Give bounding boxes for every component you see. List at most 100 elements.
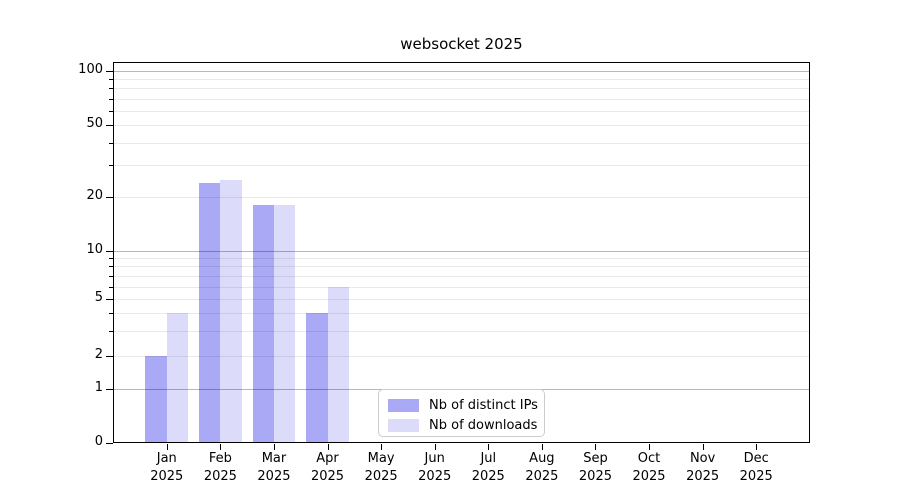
chart-title: websocket 2025 bbox=[400, 35, 523, 53]
x-tick-label-feb: Feb 2025 bbox=[190, 450, 250, 485]
x-tick-month: Aug bbox=[529, 451, 555, 466]
plot-area bbox=[113, 62, 810, 443]
legend-label-distinct-ips: Nb of distinct IPs bbox=[429, 398, 538, 413]
gridline-100 bbox=[114, 70, 809, 72]
x-tick-mark bbox=[595, 444, 597, 450]
x-tick-mark bbox=[541, 444, 543, 450]
x-tick-label-jul: Jul 2025 bbox=[458, 450, 518, 485]
gridline-70 bbox=[114, 98, 809, 100]
gridline-5 bbox=[114, 299, 809, 301]
y-tick-mark bbox=[106, 70, 113, 72]
x-tick-mark bbox=[381, 444, 383, 450]
bar-jan-downloads bbox=[166, 313, 189, 443]
x-tick-label-aug: Aug 2025 bbox=[512, 450, 572, 485]
y-minor-tick-mark bbox=[109, 330, 113, 332]
x-tick-year: 2025 bbox=[418, 468, 452, 484]
x-tick-mark bbox=[649, 444, 651, 450]
x-tick-label-apr: Apr 2025 bbox=[298, 450, 358, 485]
gridline-4 bbox=[114, 313, 809, 315]
x-tick-month: Apr bbox=[316, 451, 339, 466]
gridline-2 bbox=[114, 355, 809, 357]
y-minor-tick-mark bbox=[109, 275, 113, 277]
y-tick-mark bbox=[106, 299, 113, 301]
y-minor-tick-mark bbox=[109, 98, 113, 100]
y-tick-label-1: 1 bbox=[94, 380, 103, 395]
x-tick-month: Dec bbox=[743, 451, 769, 466]
legend: Nb of distinct IPs Nb of downloads bbox=[378, 389, 545, 437]
y-tick-mark bbox=[106, 250, 113, 252]
legend-row-distinct-ips: Nb of distinct IPs bbox=[388, 396, 538, 415]
x-tick-month: Feb bbox=[208, 451, 232, 466]
x-tick-month: Jun bbox=[424, 451, 445, 466]
x-tick-year: 2025 bbox=[203, 468, 237, 484]
gridline-50 bbox=[114, 125, 809, 127]
y-tick-label-5: 5 bbox=[94, 290, 103, 306]
y-minor-tick-mark bbox=[109, 79, 113, 81]
y-tick-label-0: 0 bbox=[94, 434, 103, 449]
x-tick-mark bbox=[273, 444, 275, 450]
x-tick-year: 2025 bbox=[578, 468, 612, 484]
x-tick-year: 2025 bbox=[257, 468, 291, 484]
x-tick-year: 2025 bbox=[686, 468, 720, 484]
bar-apr-downloads bbox=[327, 286, 349, 443]
x-tick-mark bbox=[434, 444, 436, 450]
x-tick-label-nov: Nov 2025 bbox=[673, 450, 733, 485]
legend-swatch-distinct-ips bbox=[388, 399, 419, 412]
legend-row-downloads: Nb of downloads bbox=[388, 416, 538, 435]
y-tick-mark bbox=[106, 196, 113, 198]
bar-feb-downloads bbox=[220, 179, 242, 443]
y-tick-label-20: 20 bbox=[86, 187, 103, 203]
x-tick-label-jun: Jun 2025 bbox=[405, 450, 465, 485]
x-tick-month: Jul bbox=[480, 451, 497, 466]
bar-apr-distinct-ips bbox=[306, 313, 328, 443]
x-tick-label-oct: Oct 2025 bbox=[619, 450, 679, 485]
y-minor-tick-mark bbox=[109, 286, 113, 288]
y-minor-tick-mark bbox=[109, 258, 113, 260]
x-tick-month: Jan bbox=[156, 451, 177, 466]
x-tick-year: 2025 bbox=[632, 468, 666, 484]
bar-jan-distinct-ips bbox=[145, 355, 167, 443]
x-tick-mark bbox=[327, 444, 329, 450]
gridline-10 bbox=[114, 250, 809, 252]
bar-feb-distinct-ips bbox=[198, 182, 221, 443]
x-tick-year: 2025 bbox=[525, 468, 559, 484]
x-tick-mark bbox=[756, 444, 758, 450]
x-tick-month: Sep bbox=[583, 451, 608, 466]
y-tick-label-10: 10 bbox=[86, 241, 103, 257]
y-minor-tick-mark bbox=[109, 313, 113, 315]
gridline-8 bbox=[114, 266, 809, 268]
x-tick-mark bbox=[220, 444, 222, 450]
gridline-60 bbox=[114, 111, 809, 113]
x-tick-month: May bbox=[367, 451, 395, 466]
x-tick-label-may: May 2025 bbox=[351, 450, 411, 485]
y-tick-mark bbox=[106, 355, 113, 357]
gridline-9 bbox=[114, 258, 809, 260]
gridline-90 bbox=[114, 79, 809, 81]
y-tick-mark bbox=[106, 125, 113, 127]
gridline-20 bbox=[114, 196, 809, 198]
gridlines-layer bbox=[113, 62, 810, 443]
gridline-3 bbox=[114, 330, 809, 332]
x-tick-year: 2025 bbox=[150, 468, 184, 484]
y-tick-label-100: 100 bbox=[78, 61, 103, 77]
y-minor-tick-mark bbox=[109, 111, 113, 113]
gridline-7 bbox=[114, 275, 809, 277]
legend-swatch-downloads bbox=[388, 419, 419, 432]
gridline-6 bbox=[114, 286, 809, 288]
x-tick-mark bbox=[166, 444, 168, 450]
x-tick-year: 2025 bbox=[739, 468, 773, 484]
x-tick-year: 2025 bbox=[310, 468, 345, 484]
y-minor-tick-mark bbox=[109, 142, 113, 144]
gridline-40 bbox=[114, 142, 809, 144]
x-tick-year: 2025 bbox=[364, 468, 398, 484]
bar-mar-downloads bbox=[273, 205, 296, 443]
y-minor-tick-mark bbox=[109, 165, 113, 167]
x-tick-year: 2025 bbox=[471, 468, 505, 484]
y-tick-mark bbox=[106, 389, 113, 390]
bar-mar-distinct-ips bbox=[252, 205, 274, 443]
x-tick-label-sep: Sep 2025 bbox=[565, 450, 625, 485]
gridline-30 bbox=[114, 165, 809, 167]
x-tick-mark bbox=[488, 444, 490, 450]
x-tick-label-mar: Mar 2025 bbox=[244, 450, 304, 485]
legend-label-downloads: Nb of downloads bbox=[429, 418, 538, 433]
